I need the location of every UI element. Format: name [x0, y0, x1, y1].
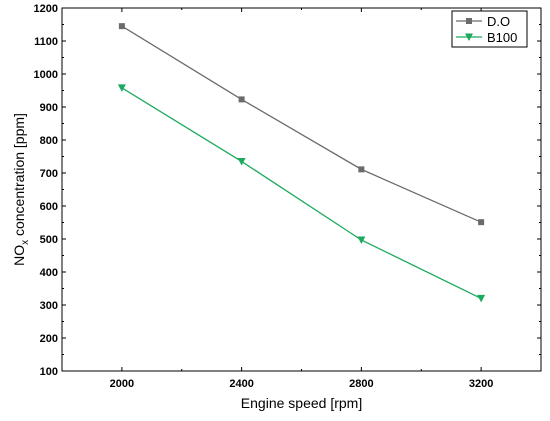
- series-line-d-o: [121, 25, 482, 223]
- data-point-d-o: [478, 219, 485, 226]
- x-axis: 2000 2400 2800 3200: [110, 8, 493, 390]
- y-tick-label: 1000: [34, 69, 58, 81]
- legend-label-b100: B100: [487, 30, 517, 45]
- y-axis: 100 200 300 400 500 600 700 800 900 1000 1100 1200: [34, 3, 541, 378]
- data-point-d-o: [358, 166, 365, 173]
- data-point-b100: [237, 157, 246, 166]
- series-d-o: [118, 23, 485, 226]
- plot-area: [61, 7, 542, 372]
- legend-box: [451, 10, 528, 48]
- series-line-b100: [121, 87, 482, 299]
- legend-marker-d-o: [466, 18, 472, 24]
- y-tick-label: 800: [40, 135, 58, 147]
- plot-frame: [61, 7, 542, 372]
- legend-label-d-o: D.O: [487, 14, 510, 29]
- x-tick-label: 2000: [110, 378, 134, 390]
- data-point-b100: [477, 294, 486, 303]
- y-tick-label: 1100: [34, 36, 58, 48]
- y-tick-label: 400: [40, 267, 58, 279]
- series-b100: [117, 84, 486, 303]
- y-tick-label: 500: [40, 234, 58, 246]
- y-tick-label: 600: [40, 201, 58, 213]
- y-tick-label: 700: [40, 168, 58, 180]
- x-tick-label: 2800: [349, 378, 373, 390]
- series-layer: [117, 23, 486, 303]
- y-tick-label: 300: [40, 300, 58, 312]
- x-tick-label: 3200: [469, 378, 493, 390]
- y-axis-title-subscript: x: [20, 240, 31, 245]
- y-tick-label: 100: [40, 366, 58, 378]
- data-point-b100: [357, 236, 366, 244]
- data-point-b100: [117, 84, 126, 92]
- x-axis-title: Engine speed [rpm]: [241, 395, 362, 411]
- data-point-d-o: [238, 96, 245, 103]
- y-axis-title-main: NO: [11, 245, 27, 266]
- y-axis-title: NOx concentration [ppm]: [11, 113, 31, 266]
- y-tick-label: 1200: [34, 3, 58, 15]
- y-axis-title-rest: concentration [ppm]: [11, 113, 27, 240]
- y-tick-label: 900: [40, 102, 58, 114]
- legend-marker-b100: [465, 33, 473, 41]
- legend: D.O B100: [451, 10, 528, 48]
- x-tick-label: 2400: [229, 378, 253, 390]
- data-point-d-o: [118, 23, 125, 30]
- y-tick-label: 200: [40, 333, 58, 345]
